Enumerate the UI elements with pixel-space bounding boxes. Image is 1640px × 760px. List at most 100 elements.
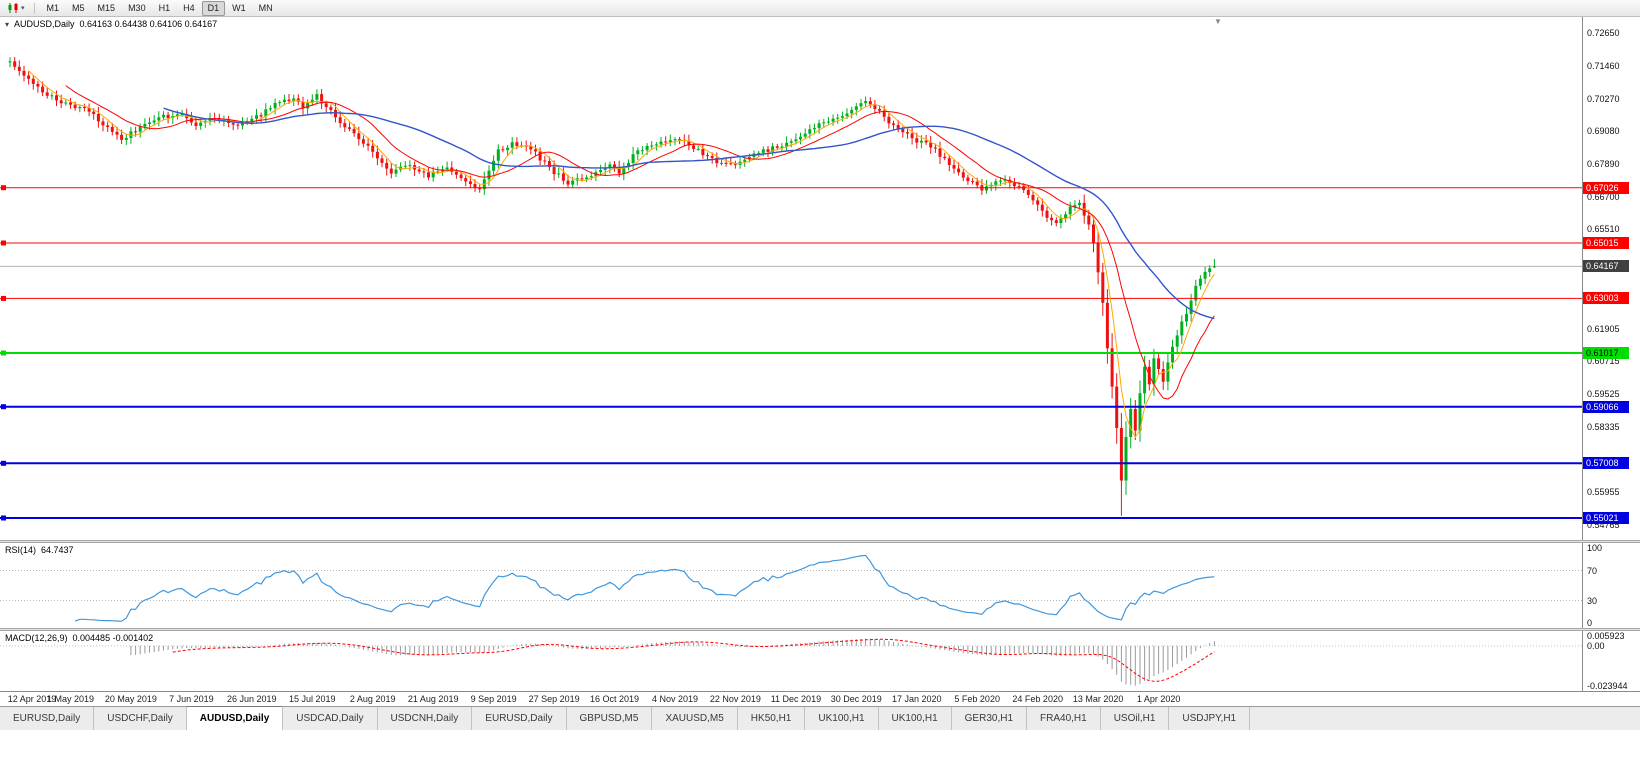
timeframe-M30[interactable]: M30 (128, 2, 146, 13)
rsi-value: 64.7437 (41, 545, 74, 555)
price-marker-0.61017: 0.61017 (1583, 347, 1629, 359)
tab-UK100-H1[interactable]: UK100,H1 (878, 707, 952, 730)
price-chart-pane[interactable]: ▾ AUDUSD,Daily 0.64163 0.64438 0.64106 0… (0, 17, 1640, 540)
horizontal-line-0.57008[interactable] (0, 460, 1582, 466)
macd-histogram (130, 638, 1215, 686)
dropdown-icon: ▾ (21, 4, 25, 12)
macd-scale-label: 0.00 (1587, 640, 1605, 651)
macd-scale-label: -0.023944 (1587, 681, 1628, 691)
date-label: 11 Dec 2019 (770, 694, 822, 704)
horizontal-line-0.65015[interactable] (0, 240, 1582, 246)
tab-FRA40-H1[interactable]: FRA40,H1 (1027, 707, 1101, 730)
tab-USDCNH-Daily[interactable]: USDCNH,Daily (377, 707, 473, 730)
price-marker-0.59066: 0.59066 (1583, 400, 1629, 413)
chart-title: ▾ AUDUSD,Daily 0.64163 0.64438 0.64106 0… (5, 19, 217, 29)
date-label: 1 Apr 2020 (1136, 694, 1181, 704)
pane-splitter[interactable] (0, 628, 1640, 631)
date-label: 13 Mar 2020 (1072, 694, 1124, 704)
horizontal-line-0.63003[interactable] (0, 295, 1582, 301)
price-scale-label: 0.69080 (1587, 126, 1620, 137)
rsi-scale-label: 70 (1587, 565, 1598, 576)
date-label: 4 Nov 2019 (651, 694, 699, 704)
date-label: 22 Nov 2019 (709, 694, 761, 704)
price-marker-0.65015: 0.65015 (1583, 237, 1629, 249)
timeframe-toolbar: ▾ M1 M5 M15 M30 H1 H4 D1 W1 MN (0, 0, 1640, 17)
date-label: 15 Jul 2019 (289, 694, 336, 704)
rsi-scale-label: 30 (1587, 595, 1598, 606)
tab-HK50-H1[interactable]: HK50,H1 (737, 707, 806, 730)
price-scale-label: 0.61905 (1587, 323, 1620, 334)
price-scale-label: 0.71460 (1587, 60, 1620, 71)
chart-type-button[interactable]: ▾ (4, 1, 28, 16)
price-scale[interactable]: 0.72650 0.71460 0.70270 0.69080 0.67890 0.667… (1582, 17, 1640, 540)
date-label: 7 Jun 2019 (169, 694, 214, 704)
rsi-indicator-pane[interactable]: RSI(14) 64.7437 100 70 30 0 (0, 543, 1640, 628)
candlestick-chart-icon (8, 3, 18, 13)
timeframe-MN[interactable]: MN (258, 2, 273, 13)
timeframe-H4[interactable]: H4 (183, 2, 195, 13)
empty-strip (0, 730, 1640, 760)
tab-USDCAD-Daily[interactable]: USDCAD,Daily (283, 707, 378, 730)
time-axis[interactable]: 12 Apr 2019 1 May 2019 20 May 2019 7 Jun 20… (0, 691, 1640, 706)
date-label: 1 May 2019 (46, 694, 95, 704)
candlesticks (8, 57, 1216, 516)
rsi-title: RSI(14) 64.7437 (5, 545, 74, 555)
timeframe-H1[interactable]: H1 (158, 2, 171, 13)
chart-ohlc-values: 0.64163 0.64438 0.64106 0.64167 (79, 19, 218, 29)
tab-XAUUSD-M5[interactable]: XAUUSD,M5 (652, 707, 738, 730)
date-label: 24 Feb 2020 (1012, 694, 1063, 704)
price-scale-label: 0.60715 (1587, 356, 1620, 367)
price-marker-0.63003: 0.63003 (1583, 292, 1629, 305)
chart-shift-marker[interactable]: ▼ (1214, 17, 1222, 26)
date-label: 17 Jan 2020 (892, 694, 942, 704)
chart-context-icon[interactable]: ▾ (5, 19, 10, 29)
macd-indicator-pane[interactable]: MACD(12,26,9) 0.004485 -0.001402 0.00592… (0, 631, 1640, 691)
tab-AUDUSD-Daily[interactable]: AUDUSD,Daily (186, 706, 284, 730)
price-scale-label: 0.70270 (1587, 93, 1620, 104)
price-scale-label: 0.54765 (1587, 520, 1620, 530)
horizontal-line-0.61017[interactable] (0, 350, 1582, 356)
timeframe-buttons: M1 M5 M15 M30 H1 H4 D1 W1 MN (41, 0, 279, 16)
timeframe-M15[interactable]: M15 (97, 2, 116, 13)
macd-scale[interactable]: 0.005923 0.00 -0.023944 (1582, 631, 1640, 691)
macd-canvas (0, 638, 1582, 686)
tab-EURUSD-Daily[interactable]: EURUSD,Daily (0, 707, 95, 730)
pane-splitter[interactable] (0, 540, 1640, 543)
rsi-scale-label: 100 (1587, 543, 1603, 553)
price-marker-0.55021: 0.55021 (1583, 512, 1629, 524)
date-label: 20 May 2019 (104, 694, 157, 704)
price-marker-0.67026: 0.67026 (1583, 181, 1629, 194)
price-marker-0.57008: 0.57008 (1583, 457, 1629, 470)
tab-USDCHF-Daily[interactable]: USDCHF,Daily (94, 707, 187, 730)
horizontal-line-0.55021[interactable] (0, 515, 1582, 521)
horizontal-line-0.67026[interactable] (0, 185, 1582, 191)
tab-EURUSD-Daily[interactable]: EURUSD,Daily (472, 707, 567, 730)
date-label: 12 Apr 2019 (7, 694, 57, 704)
tab-USDJPY-H1[interactable]: USDJPY,H1 (1169, 707, 1251, 730)
date-label: 9 Sep 2019 (470, 694, 517, 704)
date-label: 27 Sep 2019 (528, 694, 580, 704)
price-scale-label: 0.67890 (1587, 158, 1620, 169)
current-price-marker: 0.64167 (1583, 260, 1629, 273)
horizontal-line-0.59066[interactable] (0, 404, 1582, 410)
timeframe-M5[interactable]: M5 (72, 2, 85, 13)
tab-GBPUSD-M5[interactable]: GBPUSD,M5 (566, 707, 653, 730)
timeframe-M1[interactable]: M1 (46, 2, 60, 13)
toolbar-separator (33, 2, 35, 14)
price-chart-canvas (0, 57, 1582, 521)
timeframe-D1[interactable]: D1 (201, 0, 226, 16)
date-label: 30 Dec 2019 (830, 694, 882, 704)
macd-title: MACD(12,26,9) 0.004485 -0.001402 (5, 633, 153, 643)
tab-GER30-H1[interactable]: GER30,H1 (951, 707, 1028, 730)
timeframe-W1[interactable]: W1 (232, 2, 246, 13)
date-label: 5 Feb 2020 (954, 694, 1000, 704)
macd-signal-line (172, 638, 1215, 682)
tab-UK100-H1[interactable]: UK100,H1 (805, 707, 879, 730)
price-scale-label: 0.65510 (1587, 224, 1620, 235)
rsi-scale[interactable]: 100 70 30 0 (1582, 543, 1640, 628)
price-scale-label: 0.66700 (1587, 191, 1620, 202)
tab-USOil-H1[interactable]: USOil,H1 (1100, 707, 1170, 730)
rsi-line (74, 554, 1215, 622)
price-scale-label: 0.59525 (1587, 389, 1620, 400)
